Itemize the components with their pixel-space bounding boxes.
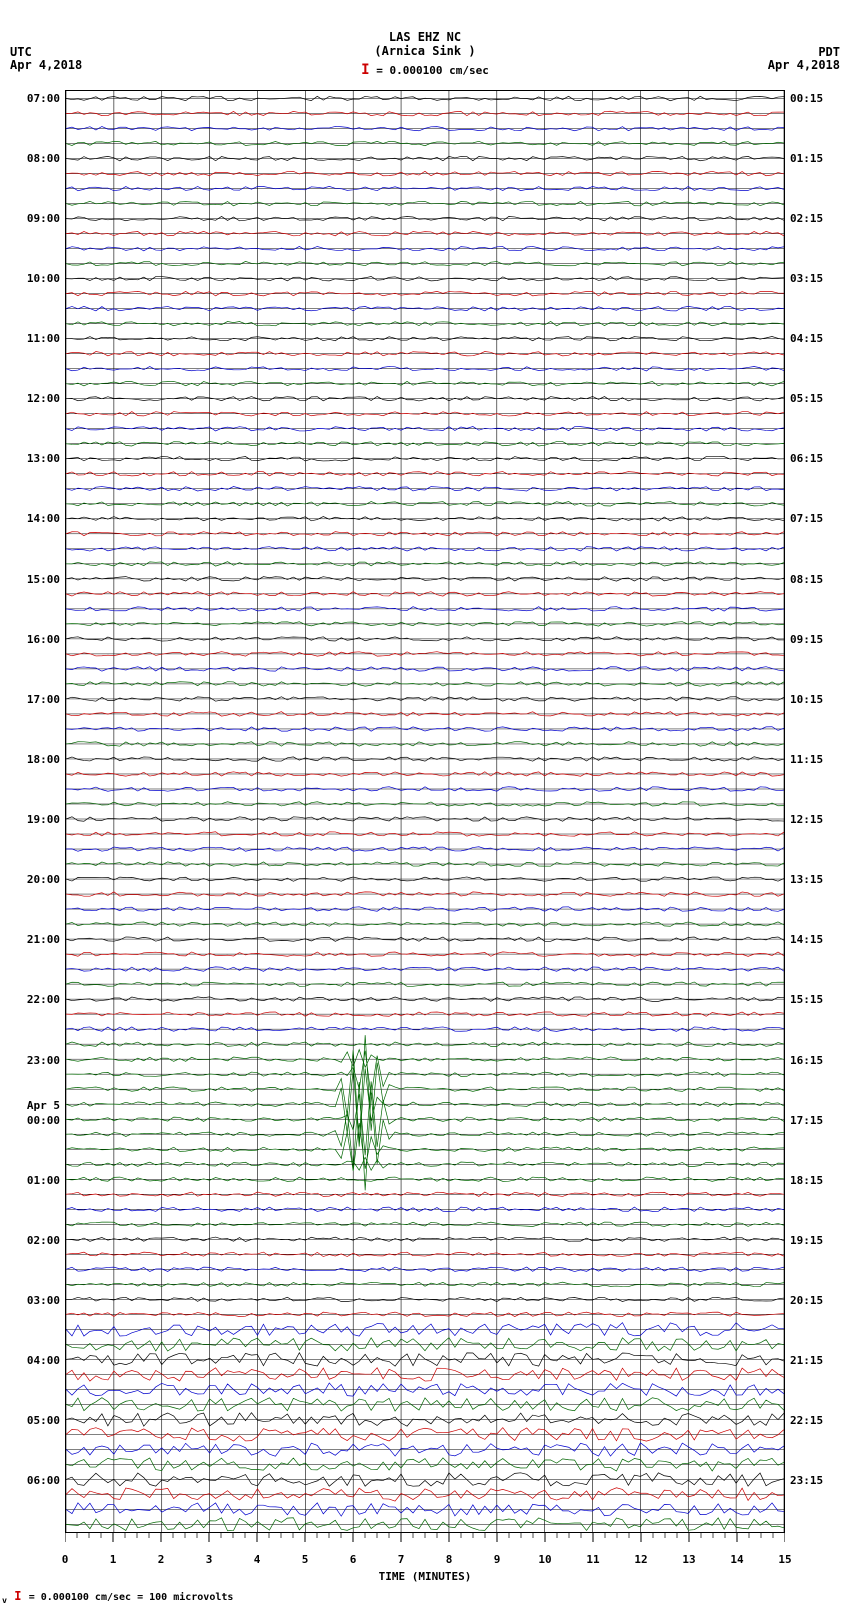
left-time-label: 07:00 [5,92,60,105]
right-time-label: 15:15 [790,993,823,1006]
left-time-label: 05:00 [5,1414,60,1427]
right-time-label: 12:15 [790,813,823,826]
x-tick-label: 6 [350,1553,357,1566]
x-tick-label: 11 [586,1553,599,1566]
scale-text: = 0.000100 cm/sec [376,64,489,77]
right-time-label: 07:15 [790,512,823,525]
left-time-label: 01:00 [5,1174,60,1187]
x-tick-label: 3 [206,1553,213,1566]
right-time-label: 22:15 [790,1414,823,1427]
right-time-label: 20:15 [790,1294,823,1307]
day2-label: Apr 5 [5,1099,60,1112]
right-time-label: 05:15 [790,392,823,405]
right-time-label: 04:15 [790,332,823,345]
station-subtitle: (Arnica Sink ) [0,44,850,58]
left-time-label: 22:00 [5,993,60,1006]
left-time-label: 04:00 [5,1354,60,1367]
left-time-label: 12:00 [5,392,60,405]
x-tick-label: 5 [302,1553,309,1566]
station-title: LAS EHZ NC [0,0,850,44]
left-time-label: 11:00 [5,332,60,345]
left-time-label: 00:00 [5,1114,60,1127]
right-time-label: 14:15 [790,933,823,946]
right-time-label: 18:15 [790,1174,823,1187]
right-time-label: 02:15 [790,212,823,225]
right-time-label: 21:15 [790,1354,823,1367]
date-left-label: Apr 4,2018 [10,58,82,72]
left-time-label: 08:00 [5,152,60,165]
right-time-label: 11:15 [790,753,823,766]
left-time-label: 03:00 [5,1294,60,1307]
x-tick-label: 9 [494,1553,501,1566]
x-tick-label: 4 [254,1553,261,1566]
helicorder-svg [66,91,784,1532]
right-time-label: 06:15 [790,452,823,465]
left-time-label: 06:00 [5,1474,60,1487]
left-time-label: 20:00 [5,873,60,886]
x-axis-title: TIME (MINUTES) [379,1570,472,1583]
x-axis: 0123456789101112131415 [65,1533,785,1568]
tz-right-label: PDT [818,45,840,59]
x-tick-label: 10 [538,1553,551,1566]
left-time-label: 17:00 [5,693,60,706]
left-time-label: 18:00 [5,753,60,766]
left-time-label: 10:00 [5,272,60,285]
tz-left-label: UTC [10,45,32,59]
right-time-label: 17:15 [790,1114,823,1127]
x-tick-label: 12 [634,1553,647,1566]
left-time-label: 02:00 [5,1234,60,1247]
right-time-label: 10:15 [790,693,823,706]
right-time-label: 23:15 [790,1474,823,1487]
left-time-label: 14:00 [5,512,60,525]
x-tick-label: 14 [730,1553,743,1566]
date-right-label: Apr 4,2018 [768,58,840,72]
right-time-label: 08:15 [790,573,823,586]
helicorder-plot [65,90,785,1533]
x-tick-label: 8 [446,1553,453,1566]
footer-text: = 0.000100 cm/sec = 100 microvolts [29,1592,234,1603]
seismogram-container: LAS EHZ NC (Arnica Sink ) I = 0.000100 c… [0,0,850,1613]
right-time-label: 03:15 [790,272,823,285]
right-time-label: 00:15 [790,92,823,105]
x-tick-label: 2 [158,1553,165,1566]
right-time-label: 19:15 [790,1234,823,1247]
left-time-label: 15:00 [5,573,60,586]
right-time-label: 16:15 [790,1054,823,1067]
right-time-label: 13:15 [790,873,823,886]
right-time-label: 09:15 [790,633,823,646]
x-ticks [65,1533,785,1553]
scale-indicator: I = 0.000100 cm/sec [0,58,850,78]
x-tick-label: 1 [110,1553,117,1566]
left-time-label: 09:00 [5,212,60,225]
left-time-label: 13:00 [5,452,60,465]
left-time-label: 23:00 [5,1054,60,1067]
x-tick-label: 0 [62,1553,69,1566]
x-tick-label: 7 [398,1553,405,1566]
right-time-label: 01:15 [790,152,823,165]
left-time-label: 16:00 [5,633,60,646]
left-time-label: 19:00 [5,813,60,826]
x-tick-label: 15 [778,1553,791,1566]
footer-scale: v I = 0.000100 cm/sec = 100 microvolts [2,1589,233,1605]
x-tick-label: 13 [682,1553,695,1566]
left-time-label: 21:00 [5,933,60,946]
